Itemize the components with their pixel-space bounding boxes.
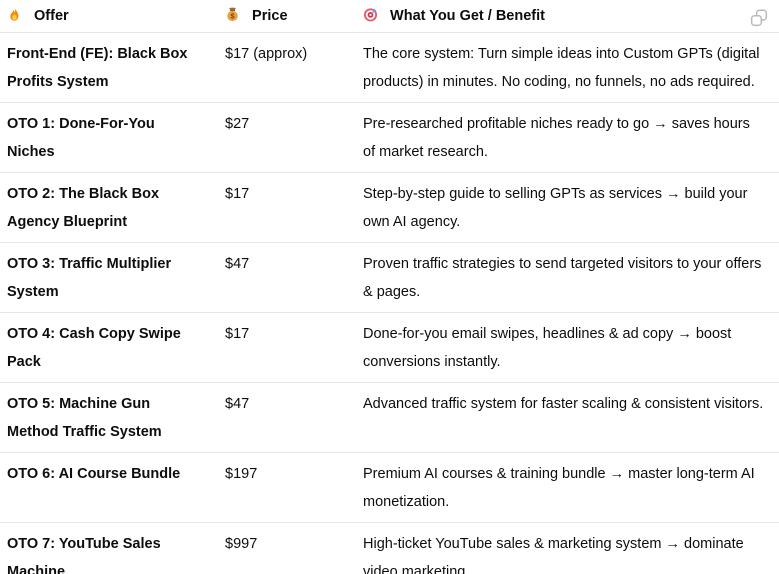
table-row: Front-End (FE): Black Box Profits System…	[0, 32, 779, 103]
col-header-offer: Offer	[0, 0, 218, 33]
copy-table-button[interactable]	[746, 4, 774, 32]
offer-cell: OTO 1: Done-For-You Niches	[0, 102, 218, 173]
offers-table-header: Offer $ Price	[0, 0, 779, 33]
col-header-price-label: Price	[252, 8, 288, 24]
price-cell: $47	[218, 242, 356, 313]
table-row: OTO 3: Traffic Multiplier System $47 Pro…	[0, 242, 779, 313]
offer-cell: OTO 5: Machine Gun Method Traffic System	[0, 382, 218, 453]
benefit-cell: Advanced traffic system for faster scali…	[356, 382, 779, 453]
offer-cell: OTO 3: Traffic Multiplier System	[0, 242, 218, 313]
table-row: OTO 5: Machine Gun Method Traffic System…	[0, 382, 779, 453]
offer-cell: OTO 7: YouTube Sales Machine	[0, 522, 218, 574]
price-cell: $997	[218, 522, 356, 574]
header-row: Offer $ Price	[0, 0, 779, 33]
benefit-cell: Proven traffic strategies to send target…	[356, 242, 779, 313]
col-header-price: $ Price	[218, 0, 356, 33]
col-header-benefit-label: What You Get / Benefit	[390, 8, 545, 24]
benefit-cell: Premium AI courses & training bundle → m…	[356, 452, 779, 523]
price-cell: $17	[218, 172, 356, 243]
benefit-cell: High-ticket YouTube sales & marketing sy…	[356, 522, 779, 574]
benefit-cell: Pre-researched profitable niches ready t…	[356, 102, 779, 173]
price-cell: $197	[218, 452, 356, 523]
table-row: OTO 1: Done-For-You Niches $27 Pre-resea…	[0, 102, 779, 173]
fire-icon	[7, 7, 22, 22]
price-cell: $17	[218, 312, 356, 383]
benefit-cell: Done-for-you email swipes, headlines & a…	[356, 312, 779, 383]
price-cell: $27	[218, 102, 356, 173]
svg-text:$: $	[230, 12, 235, 21]
offer-cell: OTO 4: Cash Copy Swipe Pack	[0, 312, 218, 383]
target-icon	[363, 7, 378, 22]
offer-cell: Front-End (FE): Black Box Profits System	[0, 32, 218, 103]
price-cell: $47	[218, 382, 356, 453]
offers-table-body: Front-End (FE): Black Box Profits System…	[0, 32, 779, 574]
price-cell: $17 (approx)	[218, 32, 356, 103]
table-row: OTO 4: Cash Copy Swipe Pack $17 Done-for…	[0, 312, 779, 383]
col-header-benefit: What You Get / Benefit	[356, 0, 779, 33]
table-row: OTO 2: The Black Box Agency Blueprint $1…	[0, 172, 779, 243]
table-row: OTO 7: YouTube Sales Machine $997 High-t…	[0, 522, 779, 574]
col-header-offer-label: Offer	[34, 8, 69, 24]
copy-icon	[748, 7, 772, 29]
table-row: OTO 6: AI Course Bundle $197 Premium AI …	[0, 452, 779, 523]
benefit-cell: The core system: Turn simple ideas into …	[356, 32, 779, 103]
offer-cell: OTO 6: AI Course Bundle	[0, 452, 218, 523]
money-bag-icon: $	[225, 7, 240, 22]
offer-cell: OTO 2: The Black Box Agency Blueprint	[0, 172, 218, 243]
benefit-cell: Step-by-step guide to selling GPTs as se…	[356, 172, 779, 243]
